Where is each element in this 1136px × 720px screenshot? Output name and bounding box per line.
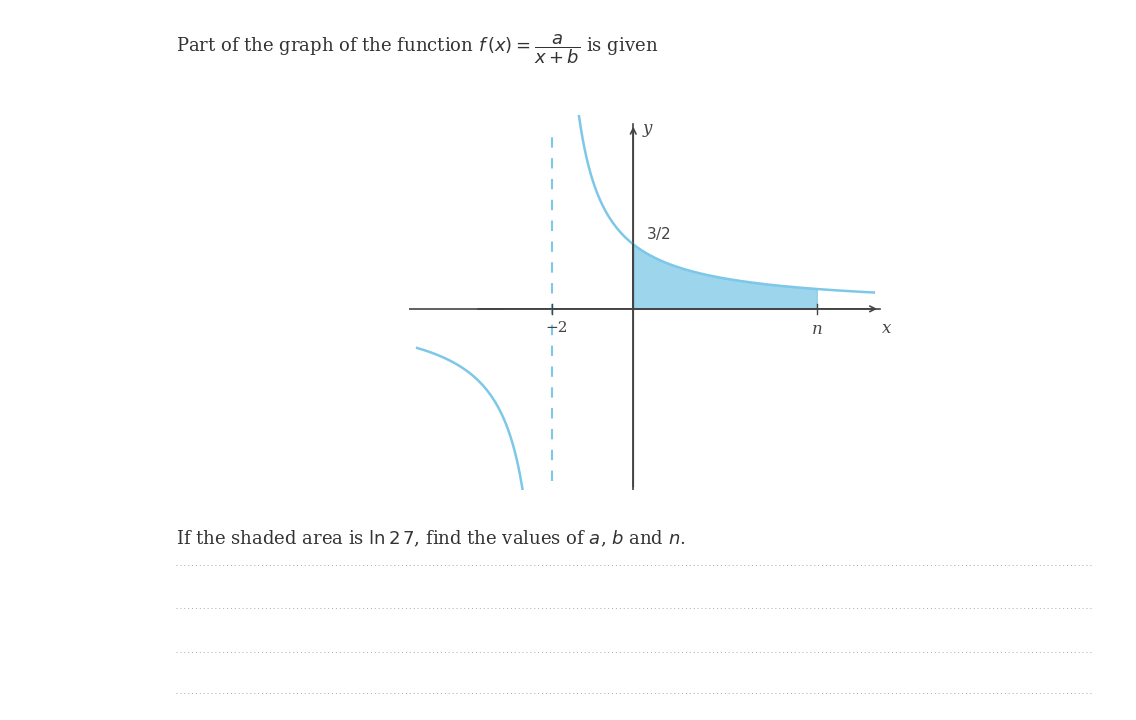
Text: y: y bbox=[642, 120, 652, 137]
Text: n: n bbox=[811, 321, 822, 338]
Text: −2: −2 bbox=[545, 321, 568, 335]
Text: Part of the graph of the function $f\,(x) = \dfrac{a}{x+b}$ is given: Part of the graph of the function $f\,(x… bbox=[176, 32, 658, 66]
Text: If the shaded area is $\ln 2\,7$, find the values of $a$, $b$ and $n$.: If the shaded area is $\ln 2\,7$, find t… bbox=[176, 529, 686, 549]
Text: $3/2$: $3/2$ bbox=[646, 225, 670, 242]
Text: x: x bbox=[882, 320, 892, 337]
